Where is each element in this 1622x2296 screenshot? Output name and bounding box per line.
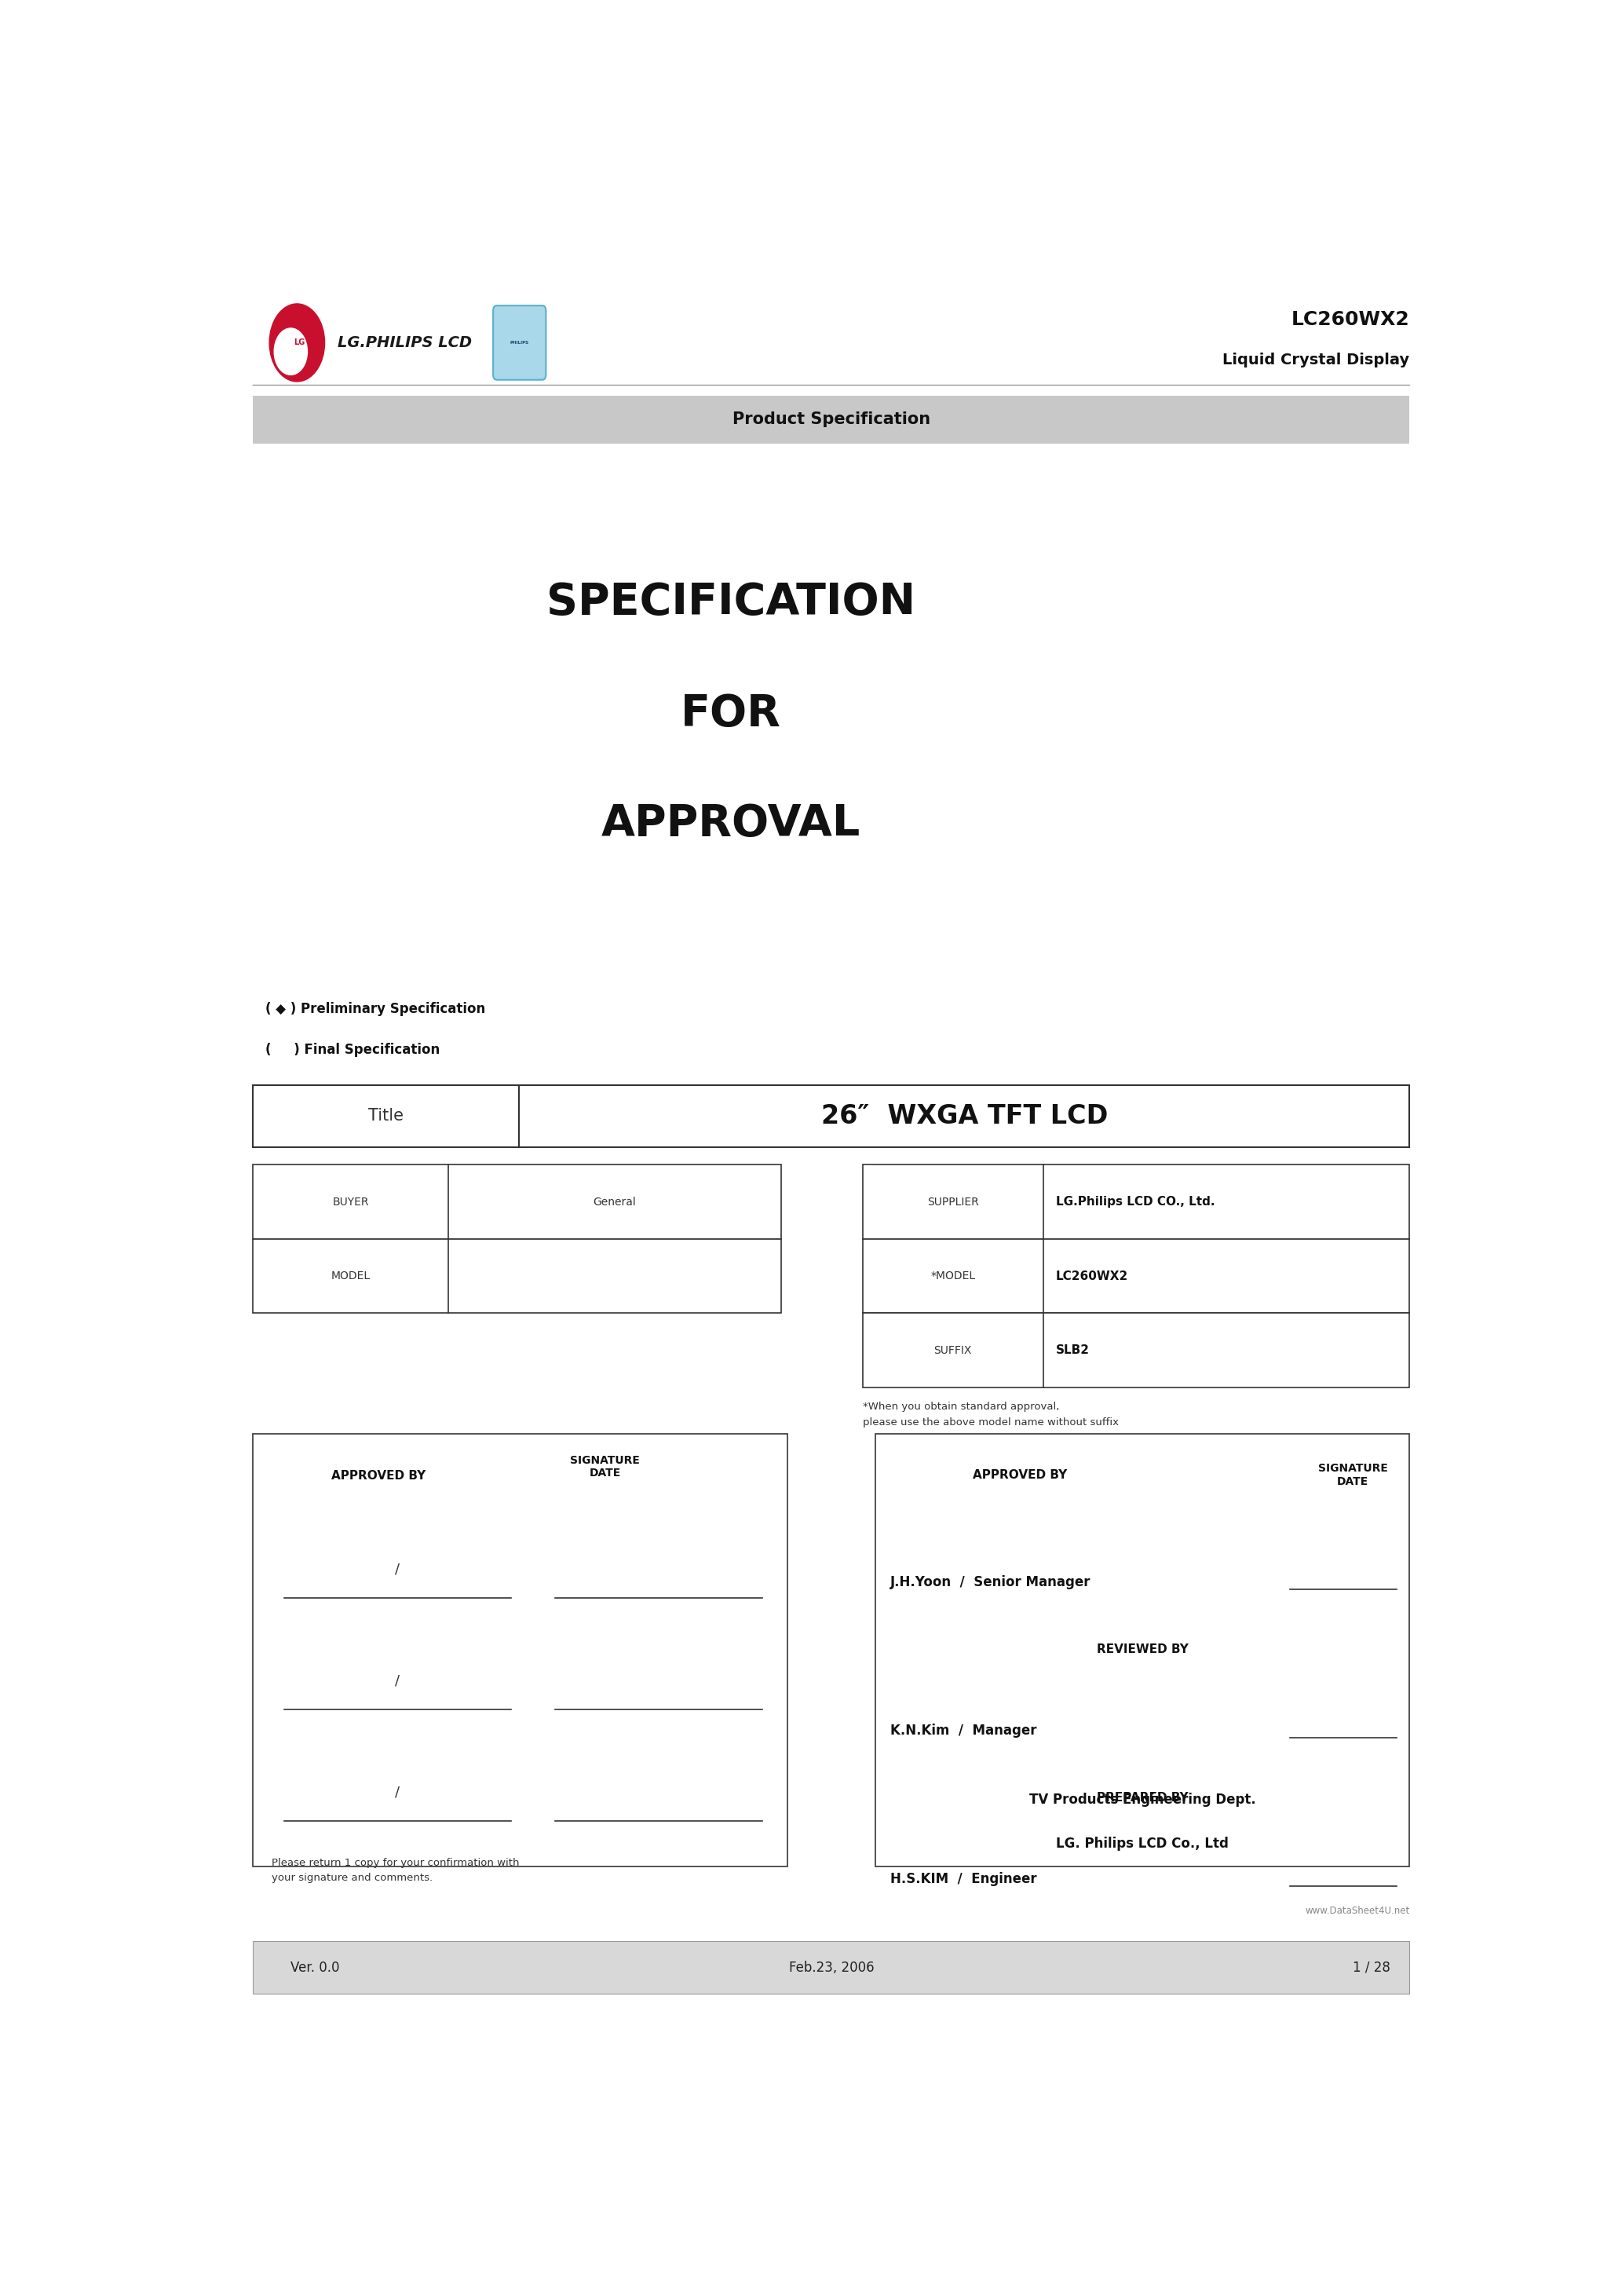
Text: Title: Title xyxy=(368,1109,404,1125)
Text: /: / xyxy=(396,1786,401,1800)
Text: (     ) Final Specification: ( ) Final Specification xyxy=(266,1042,440,1056)
FancyBboxPatch shape xyxy=(493,305,547,379)
Text: SUFFIX: SUFFIX xyxy=(934,1345,972,1357)
Text: LC260WX2: LC260WX2 xyxy=(1056,1270,1129,1281)
Text: *MODEL: *MODEL xyxy=(931,1270,975,1281)
Text: www.DataSheet4U.net: www.DataSheet4U.net xyxy=(1306,1906,1410,1917)
Text: Liquid Crystal Display: Liquid Crystal Display xyxy=(1223,354,1410,367)
Text: APPROVED BY: APPROVED BY xyxy=(973,1469,1067,1481)
Text: REVIEWED BY: REVIEWED BY xyxy=(1096,1644,1189,1655)
FancyBboxPatch shape xyxy=(253,1086,1410,1148)
FancyBboxPatch shape xyxy=(253,1433,787,1867)
Text: MODEL: MODEL xyxy=(331,1270,370,1281)
Text: SPECIFICATION: SPECIFICATION xyxy=(547,581,915,625)
Text: SIGNATURE
DATE: SIGNATURE DATE xyxy=(569,1456,641,1479)
FancyBboxPatch shape xyxy=(863,1313,1410,1387)
Text: PREPARED BY: PREPARED BY xyxy=(1096,1791,1189,1805)
Text: ( ◆ ) Preliminary Specification: ( ◆ ) Preliminary Specification xyxy=(266,1001,485,1017)
Text: Please return 1 copy for your confirmation with
your signature and comments.: Please return 1 copy for your confirmati… xyxy=(272,1857,519,1883)
Circle shape xyxy=(269,303,324,381)
Text: H.S.KIM  /  Engineer: H.S.KIM / Engineer xyxy=(890,1871,1036,1885)
Text: LG.PHILIPS LCD: LG.PHILIPS LCD xyxy=(337,335,472,351)
Text: LG. Philips LCD Co., Ltd: LG. Philips LCD Co., Ltd xyxy=(1056,1837,1229,1851)
Text: APPROVED BY: APPROVED BY xyxy=(331,1469,427,1481)
Text: 1 / 28: 1 / 28 xyxy=(1353,1961,1390,1975)
Text: LG: LG xyxy=(294,340,305,347)
FancyBboxPatch shape xyxy=(253,395,1410,443)
Text: /: / xyxy=(396,1564,401,1577)
Text: Ver. 0.0: Ver. 0.0 xyxy=(290,1961,341,1975)
Text: /: / xyxy=(396,1674,401,1688)
FancyBboxPatch shape xyxy=(863,1164,1410,1240)
Text: PHILIPS: PHILIPS xyxy=(509,340,529,344)
Text: General: General xyxy=(594,1196,636,1208)
Text: Product Specification: Product Specification xyxy=(732,411,931,427)
Circle shape xyxy=(274,328,307,374)
Text: Feb.23, 2006: Feb.23, 2006 xyxy=(788,1961,874,1975)
Text: LC260WX2: LC260WX2 xyxy=(1291,310,1410,328)
Text: APPROVAL: APPROVAL xyxy=(602,801,860,845)
Text: SIGNATURE
DATE: SIGNATURE DATE xyxy=(1319,1463,1388,1488)
FancyBboxPatch shape xyxy=(863,1240,1410,1313)
FancyBboxPatch shape xyxy=(253,1940,1410,1993)
Text: FOR: FOR xyxy=(681,693,780,735)
Text: LG.Philips LCD CO., Ltd.: LG.Philips LCD CO., Ltd. xyxy=(1056,1196,1215,1208)
Text: 26″  WXGA TFT LCD: 26″ WXGA TFT LCD xyxy=(821,1102,1108,1130)
Text: TV Products Engineering Dept.: TV Products Engineering Dept. xyxy=(1028,1793,1255,1807)
Text: J.H.Yoon  /  Senior Manager: J.H.Yoon / Senior Manager xyxy=(890,1575,1092,1589)
Text: K.N.Kim  /  Manager: K.N.Kim / Manager xyxy=(890,1724,1036,1738)
FancyBboxPatch shape xyxy=(876,1433,1410,1867)
Text: *When you obtain standard approval,
please use the above model name without suff: *When you obtain standard approval, plea… xyxy=(863,1401,1119,1428)
Text: SUPPLIER: SUPPLIER xyxy=(928,1196,978,1208)
Text: SLB2: SLB2 xyxy=(1056,1345,1090,1357)
Text: BUYER: BUYER xyxy=(333,1196,368,1208)
FancyBboxPatch shape xyxy=(253,1240,782,1313)
FancyBboxPatch shape xyxy=(253,1164,782,1240)
